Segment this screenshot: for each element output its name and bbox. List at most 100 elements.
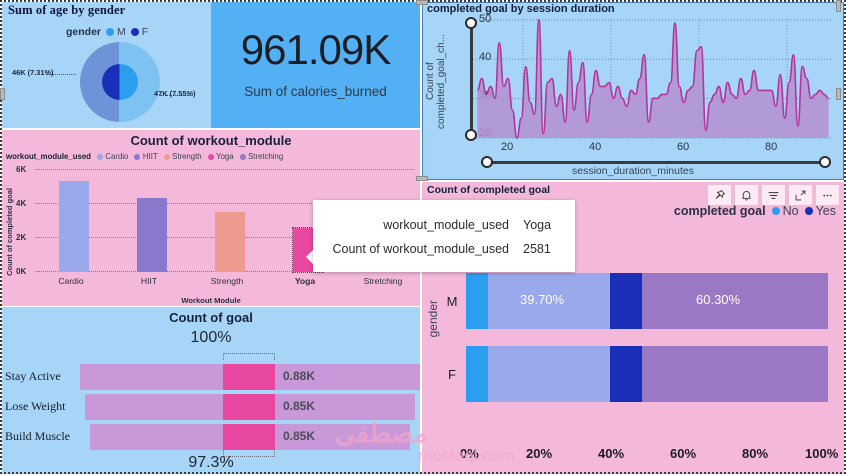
funnel-bar-highlight-build-muscle[interactable] (223, 424, 275, 450)
chart-tooltip: workout_module_used Yoga Count of workou… (313, 200, 575, 272)
x-slider-knob-max[interactable] (819, 156, 831, 168)
visual-header-toolbar[interactable] (707, 184, 840, 206)
legend-swatch-strength-icon (163, 153, 170, 160)
bar-strength[interactable] (215, 212, 245, 272)
x-slider-knob-min[interactable] (481, 156, 493, 168)
resize-handle-top[interactable] (416, 0, 428, 5)
line-chart-y-axis-label: Count of completed_goal_ch... (425, 33, 447, 129)
pie-inner-ring (102, 64, 138, 100)
focus-mode-icon[interactable] (788, 184, 813, 206)
legend-swatch-yoga-icon (207, 153, 214, 160)
legend-swatch-stretching-icon (239, 153, 246, 160)
funnel-bracket-bottom (223, 450, 275, 457)
pie-legend-title: gender (66, 26, 102, 38)
column-chart-x-axis-label: Workout Module (181, 296, 241, 305)
segment-m-yes-highlight[interactable] (610, 273, 642, 329)
line-chart-plot-area[interactable] (473, 19, 833, 139)
column-ytick-2k: 2K (16, 233, 27, 242)
y-slider-knob-max[interactable] (465, 17, 477, 29)
area-fill (477, 19, 829, 138)
pie-title: Sum of age by gender (8, 3, 126, 17)
legend-item-hiit[interactable]: HIIT (134, 152, 158, 161)
line-chart-title: completed goal by session duration (427, 3, 615, 15)
funnel-chart-visual[interactable]: Count of goal 100% Stay Active 0.88K Los… (2, 307, 420, 474)
stacked-bar-title: Count of completed goal (427, 184, 551, 196)
legend-item-yes[interactable]: Yes (804, 204, 836, 218)
segment-m-yes[interactable] (642, 273, 828, 329)
column-gridline-4k (35, 203, 414, 204)
bar-hiit[interactable] (137, 198, 167, 272)
funnel-bar-highlight-stay-active[interactable] (223, 364, 275, 390)
legend-label-strength: Strength (172, 152, 202, 161)
x-slider-track[interactable] (487, 161, 825, 164)
line-ytick-40: 40 (479, 51, 492, 63)
legend-item-yoga[interactable]: Yoga (207, 152, 234, 161)
segment-f-yes[interactable] (642, 346, 828, 402)
y-slider-knob-min[interactable] (465, 129, 477, 141)
legend-item-f[interactable]: F (130, 26, 148, 38)
funnel-bar-highlight-lose-weight[interactable] (223, 394, 275, 420)
legend-swatch-hiit-icon (134, 153, 141, 160)
line-xtick-80: 80 (765, 141, 778, 153)
column-ytick-4k: 4K (16, 199, 27, 208)
pie-leader-right (160, 95, 190, 96)
resize-handle-bottom[interactable] (416, 176, 428, 181)
filter-icon[interactable] (761, 184, 786, 206)
tooltip-arrow (306, 248, 315, 266)
bar-cardio[interactable] (59, 181, 89, 272)
funnel-label-stay-active: Stay Active (5, 369, 61, 383)
stacked-xtick-100: 100% (805, 446, 839, 461)
legend-swatch-no-icon (771, 207, 780, 215)
stacked-row-f[interactable] (466, 346, 828, 402)
segment-m-no-highlight[interactable] (466, 273, 488, 329)
segment-f-no[interactable] (488, 346, 610, 402)
legend-item-stretching[interactable]: Stretching (239, 152, 284, 161)
pin-icon[interactable] (707, 184, 732, 206)
legend-item-strength[interactable]: Strength (163, 152, 202, 161)
watermark-domain: mostaql.com (418, 446, 515, 465)
funnel-bottom-percent: 97.3% (188, 454, 234, 471)
funnel-row-lose-weight[interactable]: Lose Weight 0.85K (2, 394, 420, 420)
legend-item-m[interactable]: M (106, 26, 126, 38)
tooltip-value-count: 2581 (523, 242, 551, 256)
stacked-xtick-40: 40% (598, 446, 625, 461)
pie-label-right: 47K (7.55%) (154, 89, 196, 98)
segment-f-no-highlight[interactable] (466, 346, 488, 402)
resize-handle-top-right[interactable] (836, 0, 841, 12)
resize-handle-left[interactable] (0, 88, 5, 100)
kpi-card-visual[interactable]: 961.09K Sum of calories_burned (211, 2, 420, 128)
tooltip-row-module: workout_module_used Yoga (313, 213, 575, 237)
stacked-row-m[interactable]: 39.70% 60.30% (466, 273, 828, 329)
column-legend-title: workout_module_used (6, 152, 91, 161)
legend-item-cardio[interactable]: Cardio (96, 152, 128, 161)
y-slider-track[interactable] (470, 23, 473, 135)
legend-item-no[interactable]: No (771, 204, 799, 218)
tooltip-row-count: Count of workout_module_used 2581 (313, 237, 575, 261)
legend-label-hiit: HIIT (142, 152, 158, 161)
column-ytick-0k: 0K (16, 267, 27, 276)
x-axis-range-slider[interactable] (481, 155, 831, 169)
legend-label-yes: Yes (815, 204, 836, 218)
column-xtick-hiit: HIIT (140, 276, 158, 286)
funnel-row-stay-active[interactable]: Stay Active 0.88K (2, 364, 420, 390)
alert-bell-icon[interactable] (734, 184, 759, 206)
line-chart-visual[interactable]: completed goal by session duration Count… (422, 2, 844, 180)
more-options-icon[interactable] (815, 184, 840, 206)
column-xtick-stretching: Stretching (363, 276, 403, 286)
resize-handle-right[interactable] (836, 88, 841, 100)
stacked-data-label-yes: 60.30% (696, 292, 741, 307)
stacked-xtick-80: 80% (742, 446, 769, 461)
funnel-row-build-muscle[interactable]: Build Muscle 0.85K (2, 424, 420, 450)
pie-graphic[interactable] (80, 42, 160, 122)
line-ytick-50: 50 (479, 13, 492, 25)
legend-label-stretching: Stretching (248, 152, 284, 161)
pie-label-left: 46K (7.31%) (12, 68, 54, 77)
segment-m-no[interactable] (488, 273, 610, 329)
y-axis-range-slider[interactable] (465, 17, 477, 141)
tooltip-key-count: Count of workout_module_used (332, 242, 509, 256)
legend-swatch-f-icon (130, 28, 139, 36)
segment-f-yes-highlight[interactable] (610, 346, 642, 402)
line-chart-svg (473, 19, 833, 139)
legend-swatch-cardio-icon (96, 153, 103, 160)
